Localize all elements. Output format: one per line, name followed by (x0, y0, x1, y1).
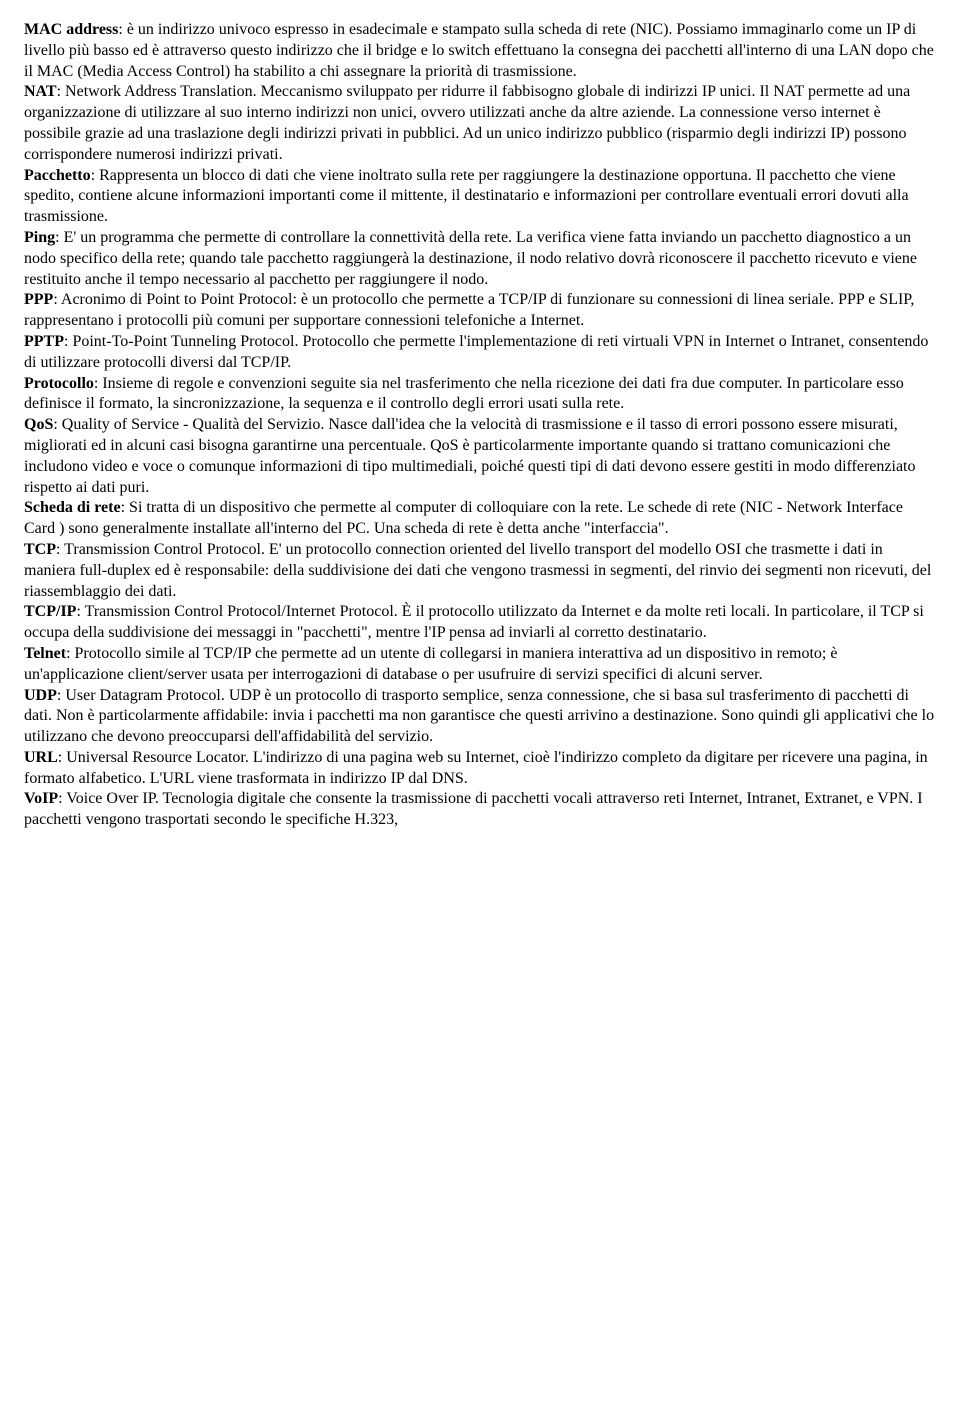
glossary-term: VoIP (24, 790, 58, 807)
glossary-entry: Pacchetto: Rappresenta un blocco di dati… (24, 166, 936, 228)
glossary-definition: : Protocollo simile al TCP/IP che permet… (24, 645, 837, 683)
glossary-term: Scheda di rete (24, 499, 121, 516)
glossary-term: PPTP (24, 333, 64, 350)
glossary-document: MAC address: è un indirizzo univoco espr… (24, 20, 936, 831)
glossary-term: URL (24, 749, 58, 766)
glossary-term: Pacchetto (24, 167, 91, 184)
glossary-entry: QoS: Quality of Service - Qualità del Se… (24, 415, 936, 498)
glossary-entry: Ping: E' un programma che permette di co… (24, 228, 936, 290)
glossary-definition: : Voice Over IP. Tecnologia digitale che… (24, 790, 923, 828)
glossary-term: Ping (24, 229, 55, 246)
glossary-definition: : Universal Resource Locator. L'indirizz… (24, 749, 928, 787)
glossary-definition: : Point-To-Point Tunneling Protocol. Pro… (24, 333, 928, 371)
glossary-term: Telnet (24, 645, 66, 662)
glossary-entry: Scheda di rete: Si tratta di un disposit… (24, 498, 936, 540)
glossary-definition: : Network Address Translation. Meccanism… (24, 83, 910, 162)
glossary-entry: URL: Universal Resource Locator. L'indir… (24, 748, 936, 790)
glossary-definition: : Transmission Control Protocol/Internet… (24, 603, 924, 641)
glossary-entry: Protocollo: Insieme di regole e convenzi… (24, 374, 936, 416)
glossary-entry: PPP: Acronimo di Point to Point Protocol… (24, 290, 936, 332)
glossary-term: NAT (24, 83, 57, 100)
glossary-term: MAC address (24, 21, 118, 38)
glossary-entry: NAT: Network Address Translation. Meccan… (24, 82, 936, 165)
glossary-entry: MAC address: è un indirizzo univoco espr… (24, 20, 936, 82)
glossary-term: TCP/IP (24, 603, 76, 620)
glossary-definition: : Insieme di regole e convenzioni seguit… (24, 375, 904, 413)
glossary-term: QoS (24, 416, 53, 433)
glossary-entry: TCP/IP: Transmission Control Protocol/In… (24, 602, 936, 644)
glossary-definition: : User Datagram Protocol. UDP è un proto… (24, 687, 934, 746)
glossary-definition: : Transmission Control Protocol. E' un p… (24, 541, 931, 600)
glossary-definition: : Quality of Service - Qualità del Servi… (24, 416, 916, 495)
glossary-entry: TCP: Transmission Control Protocol. E' u… (24, 540, 936, 602)
glossary-definition: : Acronimo di Point to Point Protocol: è… (24, 291, 914, 329)
glossary-entry: VoIP: Voice Over IP. Tecnologia digitale… (24, 789, 936, 831)
glossary-term: TCP (24, 541, 56, 558)
glossary-entry: PPTP: Point-To-Point Tunneling Protocol.… (24, 332, 936, 374)
glossary-definition: : è un indirizzo univoco espresso in esa… (24, 21, 934, 80)
glossary-definition: : Si tratta di un dispositivo che permet… (24, 499, 903, 537)
glossary-definition: : Rappresenta un blocco di dati che vien… (24, 167, 909, 226)
glossary-term: UDP (24, 687, 57, 704)
glossary-entry: UDP: User Datagram Protocol. UDP è un pr… (24, 686, 936, 748)
glossary-entry: Telnet: Protocollo simile al TCP/IP che … (24, 644, 936, 686)
glossary-definition: : E' un programma che permette di contro… (24, 229, 917, 288)
glossary-term: Protocollo (24, 375, 94, 392)
glossary-term: PPP (24, 291, 53, 308)
